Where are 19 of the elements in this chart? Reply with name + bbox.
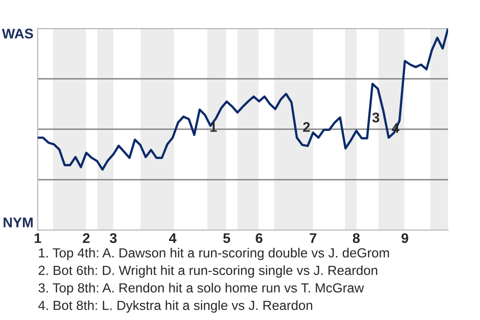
x-tick-label: 9 bbox=[402, 233, 408, 244]
x-tick-label: 1 bbox=[34, 233, 42, 243]
text: 2. Bot 6th: D. Wright hit a run-scoring single vs J. Reardon bbox=[38, 265, 378, 278]
annotation: 4 bbox=[392, 123, 400, 133]
text: 3. Top 8th: A. Rendon hit a solo home run vs T. McGraw bbox=[38, 282, 364, 296]
x-tick-label: 5 bbox=[223, 233, 230, 244]
text: 1. Top 4th: A. Dawson hit a run-scoring double vs J. deGrom bbox=[39, 248, 389, 260]
x-tick-label: 6 bbox=[256, 233, 262, 244]
x-tick-label: 7 bbox=[310, 233, 316, 243]
text: NYM bbox=[4, 218, 33, 228]
x-tick-label: 8 bbox=[352, 233, 360, 244]
text: WAS bbox=[2, 28, 34, 39]
annotation: 3 bbox=[372, 112, 380, 122]
x-tick-label: 3 bbox=[110, 233, 117, 244]
annotation: 1 bbox=[210, 122, 217, 132]
x-tick-label: 4 bbox=[169, 233, 176, 243]
text: 4. Bot 8th: L. Dykstra hit a single vs J. Reardon bbox=[38, 300, 312, 313]
x-tick-label: 2 bbox=[82, 233, 90, 243]
annotation: 2 bbox=[303, 122, 310, 132]
